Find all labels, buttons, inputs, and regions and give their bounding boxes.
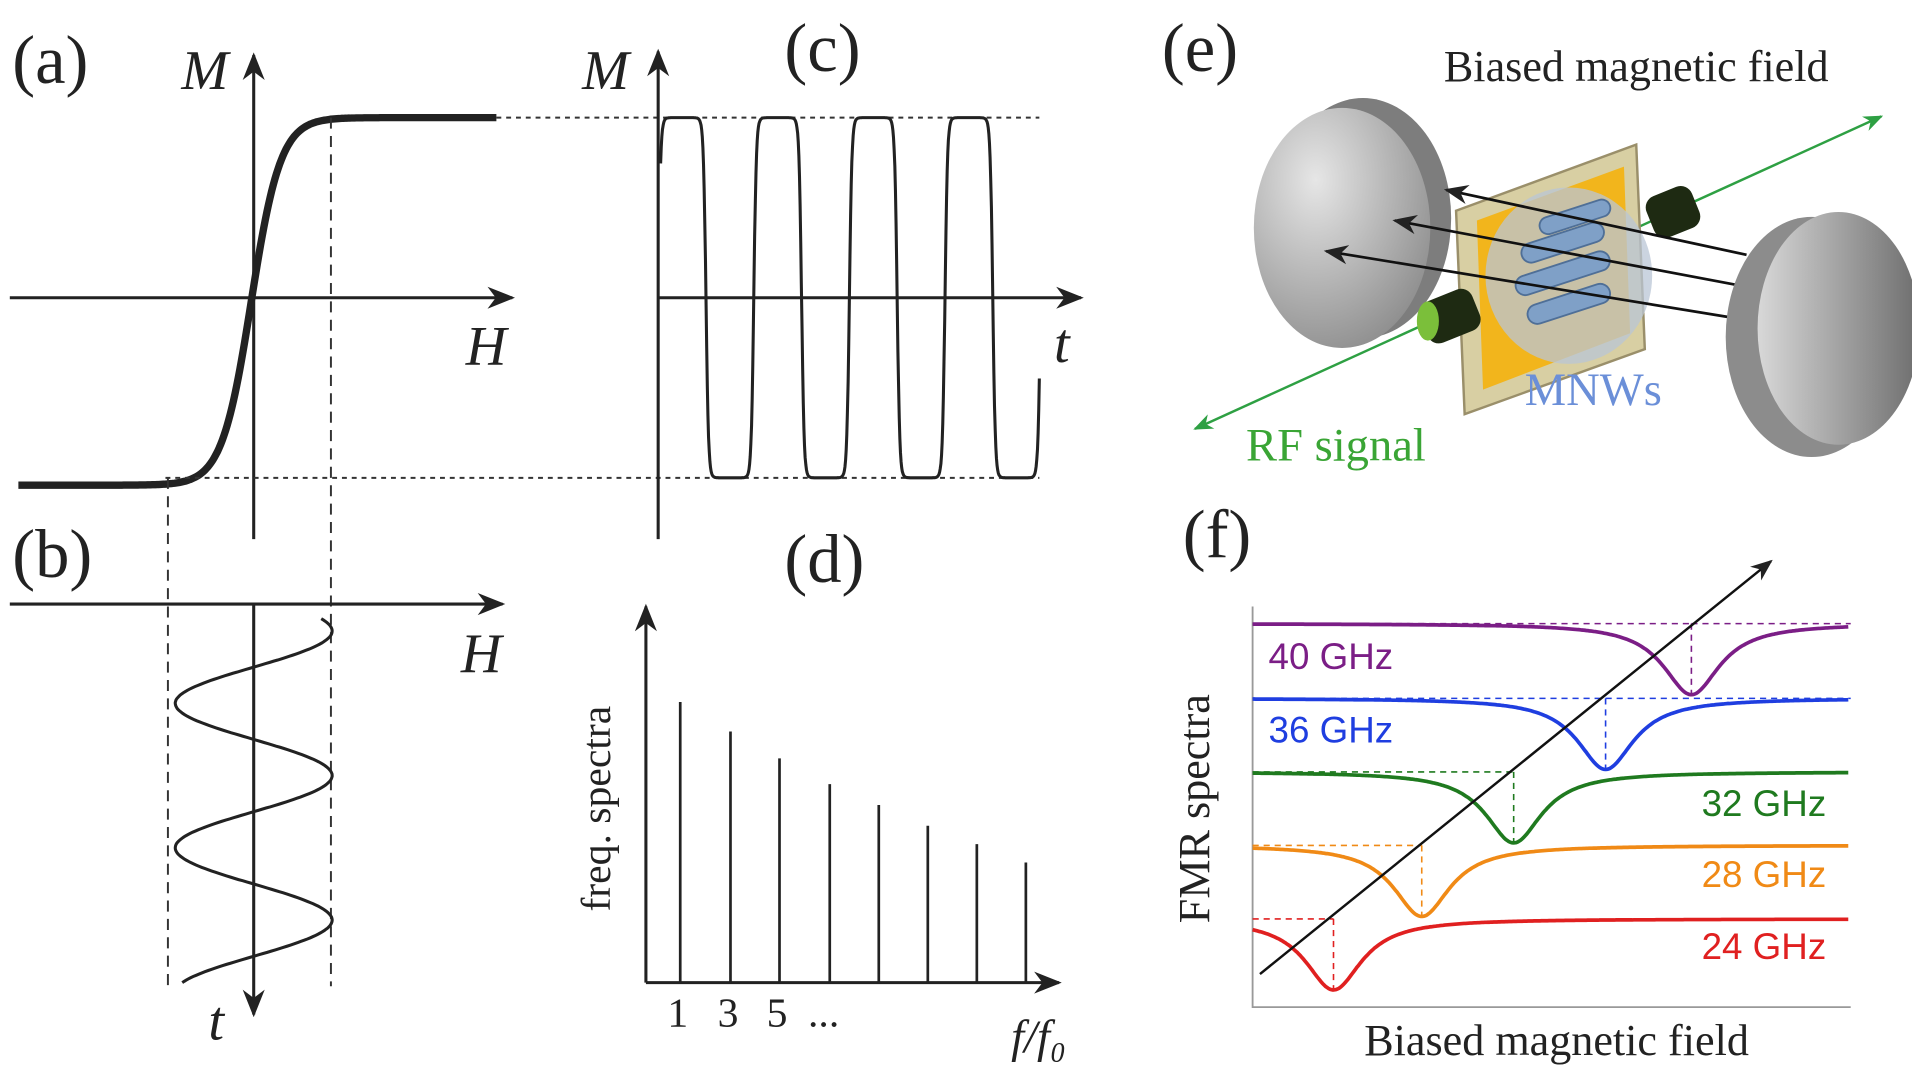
path-shape [1252,770,1849,845]
g-shape [1252,622,1851,992]
path-shape [1252,844,1849,919]
g-shape [1419,186,1701,344]
label: (e) [1162,10,1238,86]
ellipse-shape [1416,301,1439,341]
path-shape [1252,622,1849,697]
path-shape [18,113,497,489]
rect-shape [1514,250,1611,297]
line-shape [1392,215,1753,290]
label: (d) [784,521,864,597]
label: (b) [12,516,92,592]
path-shape [1251,606,1851,1009]
path-shape [659,116,1041,480]
line-shape [1323,245,1753,323]
g-shape [678,702,1028,983]
label: M [581,40,632,102]
line-shape [1259,559,1773,976]
label: freq. spectra [574,706,620,912]
label: (a) [12,22,88,98]
path-shape [173,617,334,984]
line-shape [1443,185,1747,257]
label: Biased magnetic field [1364,1016,1749,1065]
label: H [460,623,505,685]
label: 40 GHz [1269,636,1394,677]
label: f/f₀ [1011,1012,1066,1063]
label: 32 GHz [1702,783,1827,824]
label: Biased magnetic field [1444,42,1829,91]
label: 36 GHz [1269,709,1394,750]
label: 5 [767,991,788,1037]
label: M [180,40,231,102]
g-shape [1323,185,1753,323]
path-shape [1252,917,1849,992]
label: (c) [784,10,860,86]
label: t [208,991,225,1053]
label: 1 [667,991,688,1037]
path-shape [1252,697,1849,772]
label: RF signal [1246,420,1426,471]
label: ... [808,991,839,1037]
label: 28 GHz [1702,854,1827,895]
label: FMR spectra [1170,694,1219,923]
ellipse-shape [1253,107,1431,348]
label: t [1054,313,1071,375]
rect-shape [1645,186,1701,238]
label: 3 [718,991,739,1037]
label: (f) [1183,496,1252,572]
label: H [465,316,510,378]
label: 24 GHz [1702,926,1827,967]
label: MNWs [1525,365,1662,416]
ellipse-shape [1757,211,1912,445]
